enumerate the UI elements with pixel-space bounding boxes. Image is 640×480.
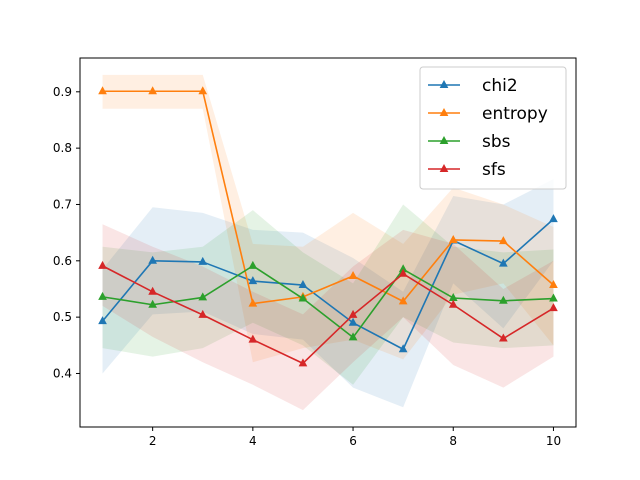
point-chi2 (248, 276, 258, 285)
y-tick-label: 0.6 (53, 254, 72, 268)
x-axis: 2 4 6 8 10 (149, 427, 561, 448)
point-sfs (148, 286, 157, 295)
point-sbs (448, 292, 458, 301)
legend-label-sbs: sbs (482, 132, 511, 152)
y-axis: 0.4 0.5 0.6 0.7 0.8 0.9 (53, 85, 80, 380)
band-sbs (102, 204, 554, 385)
point-chi2 (348, 317, 358, 326)
point-chi2 (98, 316, 107, 325)
x-tick-label: 8 (449, 434, 457, 448)
line-sfs (102, 265, 554, 365)
point-sfs (248, 334, 258, 343)
legend-label-entropy: entropy (482, 104, 548, 124)
point-sbs (98, 291, 107, 300)
point-sfs (398, 268, 408, 277)
y-tick-label: 0.5 (53, 310, 72, 324)
x-tick-label: 10 (546, 434, 561, 448)
plot-area-frame (79, 57, 577, 428)
point-sfs (348, 309, 358, 318)
legend-marker-sfs (439, 164, 449, 172)
line-entropy (102, 90, 554, 305)
point-chi2 (499, 258, 508, 267)
point-sbs (198, 292, 208, 301)
point-entropy (248, 298, 258, 307)
legend-box (419, 66, 567, 190)
point-entropy (148, 86, 157, 95)
x-tick-label: 6 (349, 434, 357, 448)
point-entropy (499, 236, 508, 245)
point-entropy (348, 271, 358, 280)
point-entropy (98, 86, 107, 95)
point-entropy (549, 280, 558, 289)
point-chi2 (549, 214, 558, 223)
point-sbs (549, 293, 558, 302)
point-chi2 (148, 255, 157, 264)
y-tick-label: 0.4 (53, 366, 72, 380)
y-tick-label: 0.7 (53, 197, 72, 211)
legend-marker-sbs (439, 136, 449, 144)
point-entropy (198, 86, 208, 95)
y-tick-label: 0.8 (53, 141, 72, 155)
point-sfs (549, 303, 558, 312)
point-entropy (398, 296, 408, 305)
line-sbs (102, 265, 554, 339)
point-sfs (198, 309, 208, 318)
point-sbs (298, 293, 308, 302)
legend-marker-chi2 (439, 80, 449, 88)
legend-label-sfs: sfs (482, 160, 506, 180)
point-sbs (248, 260, 258, 269)
point-sbs (499, 295, 508, 304)
legend-marker-entropy (439, 108, 449, 116)
point-sfs (499, 333, 508, 342)
x-tick-label: 2 (149, 434, 157, 448)
point-sfs (98, 260, 107, 269)
point-sfs (448, 299, 458, 308)
series-lines (98, 86, 558, 367)
point-chi2 (298, 280, 308, 289)
point-chi2 (198, 256, 208, 265)
legend-label-chi2: chi2 (482, 76, 518, 96)
point-sbs (348, 332, 358, 341)
x-tick-label: 4 (249, 434, 257, 448)
point-sfs (298, 358, 308, 367)
point-chi2 (398, 344, 408, 353)
point-entropy (448, 234, 458, 243)
legend: chi2 entropy sbs sfs (419, 66, 567, 190)
band-chi2 (102, 179, 554, 408)
line-chi2 (101, 218, 554, 351)
point-sbs (148, 299, 157, 308)
point-sbs (398, 264, 408, 273)
y-tick-label: 0.9 (53, 85, 72, 99)
